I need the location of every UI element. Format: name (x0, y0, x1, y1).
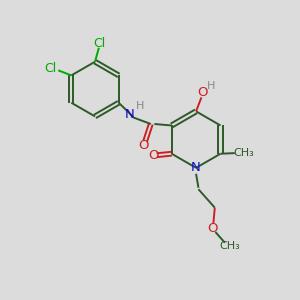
Text: CH₃: CH₃ (233, 148, 254, 158)
Text: N: N (124, 108, 134, 121)
Text: O: O (197, 86, 207, 99)
Text: O: O (207, 222, 218, 235)
Text: H: H (207, 81, 216, 92)
Text: N: N (191, 161, 201, 174)
Text: H: H (136, 101, 144, 111)
Text: CH₃: CH₃ (220, 241, 241, 251)
Text: O: O (148, 149, 158, 162)
Text: O: O (138, 139, 148, 152)
Text: Cl: Cl (93, 37, 106, 50)
Text: Cl: Cl (44, 62, 57, 75)
